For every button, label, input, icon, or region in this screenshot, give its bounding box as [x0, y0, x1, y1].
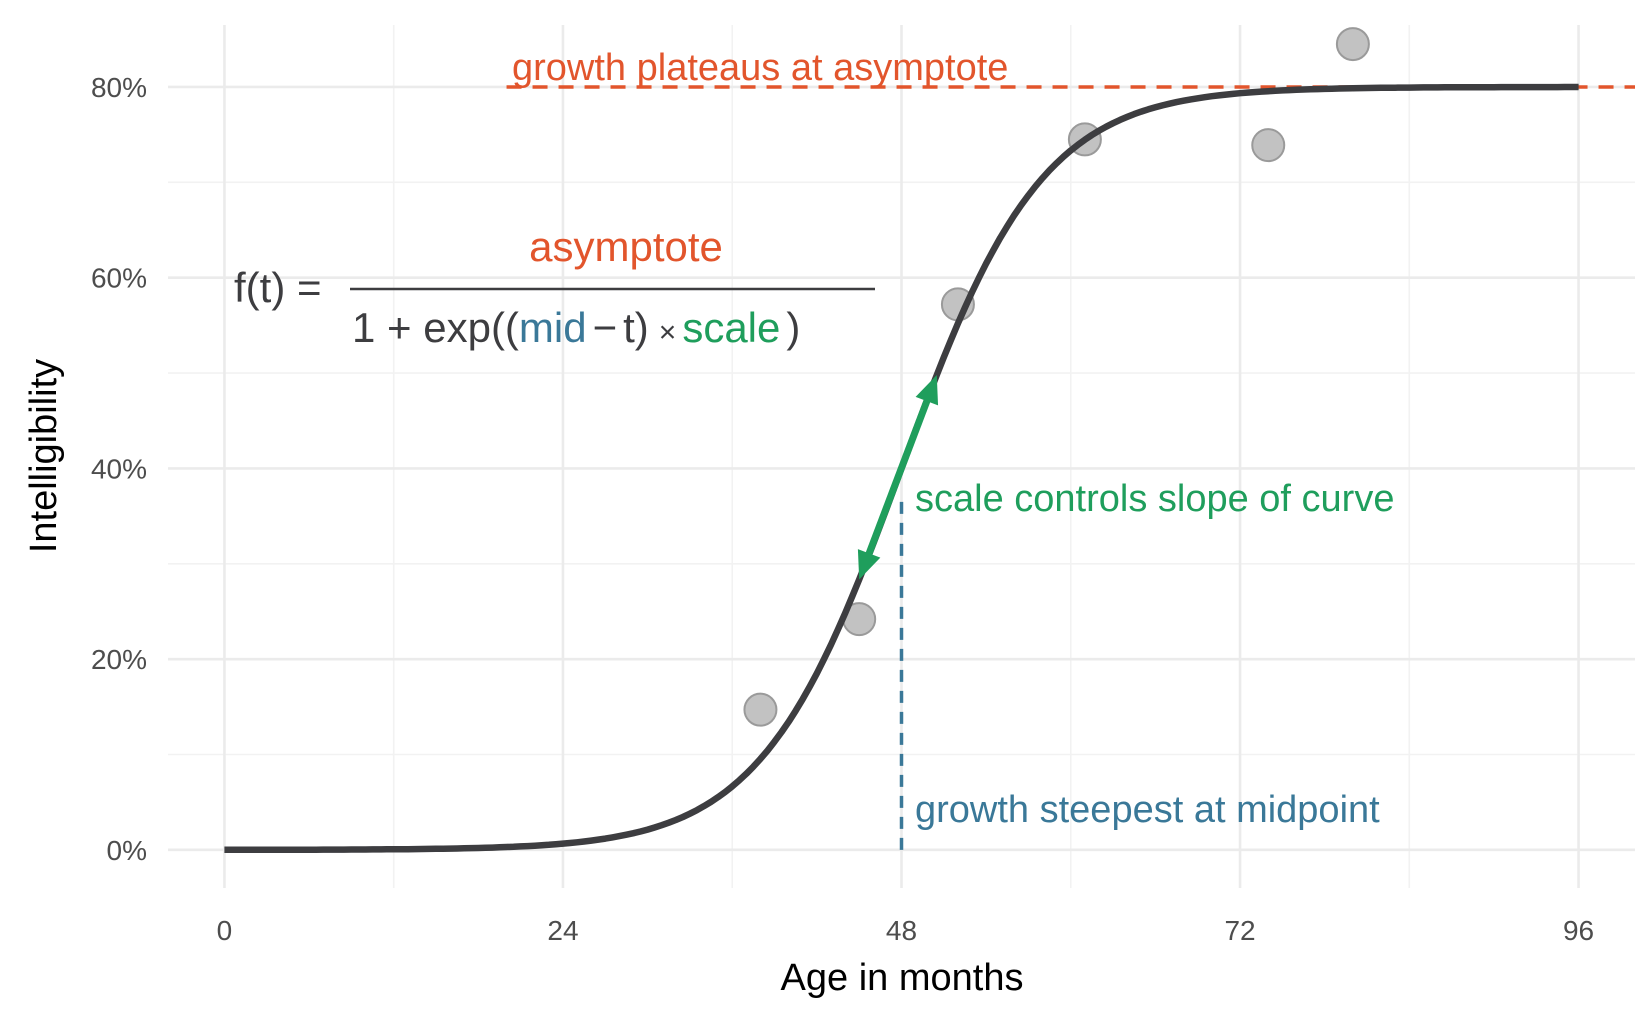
x-tick-label: 0 [217, 915, 233, 946]
formula-close: ) [786, 304, 800, 351]
x-axis-title: Age in months [781, 957, 1024, 999]
formula-lhs: f(t) = [234, 264, 322, 311]
y-tick-label: 40% [91, 453, 147, 484]
slope-arrow-head-lower [857, 549, 881, 580]
data-point [743, 692, 778, 727]
formula-mid: mid [519, 304, 587, 351]
formula-denominator: 1 + exp((mid − t) × scale) [352, 304, 800, 351]
x-tick-label: 24 [547, 915, 578, 946]
x-tick-label: 48 [886, 915, 917, 946]
x-tick-label: 96 [1563, 915, 1594, 946]
slope-arrow-shaft [861, 388, 935, 566]
formula-scale: scale [682, 304, 780, 351]
slope-annotation: scale controls slope of curve [915, 478, 1394, 520]
x-axis-ticks: 0 24 48 72 96 [217, 915, 1595, 946]
data-point [1335, 27, 1370, 62]
formula-minus: − [593, 304, 618, 351]
y-axis-title: Intelligibility [23, 359, 65, 553]
slope-arrow-head-upper [915, 374, 939, 406]
formula: f(t) = asymptote 1 + exp((mid − t) × scale) [234, 223, 875, 351]
y-tick-label: 20% [91, 644, 147, 675]
slope-arrow [857, 374, 939, 580]
y-tick-label: 0% [107, 835, 147, 866]
formula-denominator-prefix: 1 + exp(( [352, 304, 519, 351]
y-tick-label: 60% [91, 263, 147, 294]
formula-t: t) [623, 304, 649, 351]
formula-times: × [659, 316, 677, 349]
y-axis-ticks: 0% 20% 40% 60% 80% [91, 72, 147, 866]
x-tick-label: 72 [1224, 915, 1255, 946]
y-tick-label: 80% [91, 72, 147, 103]
data-points [743, 27, 1370, 727]
plateau-annotation: growth plateaus at asymptote [512, 47, 1008, 89]
midpoint-annotation: growth steepest at midpoint [915, 789, 1380, 831]
data-point [1251, 128, 1286, 163]
formula-numerator: asymptote [529, 223, 723, 270]
